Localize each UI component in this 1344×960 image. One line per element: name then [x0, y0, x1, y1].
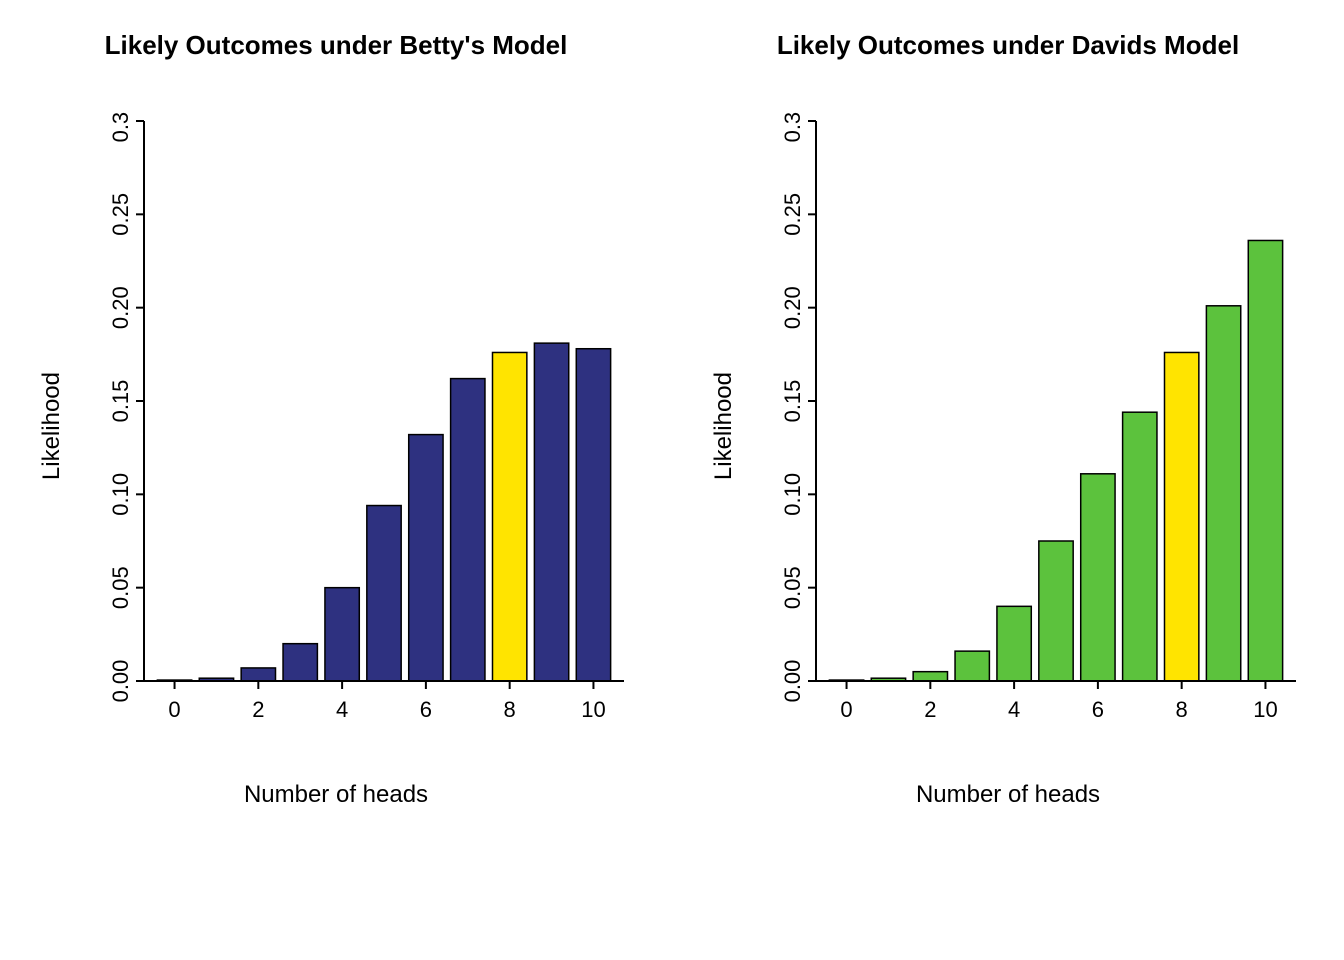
bar	[1164, 352, 1198, 681]
chart-svg: 0.00 0.05 0.10 0.15 0.20 0.25 0.30 0 2 4 6 8 10	[72, 111, 634, 741]
right-plot-wrap: Likelihood 0.000.050.100.150.200.250.300…	[710, 111, 1306, 741]
figure-container: Likely Outcomes under Betty's Model Like…	[0, 0, 1344, 960]
left-plot-wrap: Likelihood 0.000.050.100.150.200.250.300…	[38, 111, 634, 741]
ytick-label: 0.10	[108, 473, 133, 516]
bar	[1206, 306, 1240, 681]
bar	[492, 352, 526, 681]
chart-svg: 0.00 0.05 0.10 0.15 0.20 0.25 0.30 0 2 4 6 8 10	[744, 111, 1306, 741]
xtick-label: 0	[168, 697, 180, 722]
bar	[913, 672, 947, 681]
bar	[283, 644, 317, 681]
bar	[1039, 541, 1073, 681]
ytick-label: 0.30	[108, 111, 133, 142]
ytick-label: 0.15	[780, 380, 805, 423]
left-ylabel: Likelihood	[38, 372, 66, 480]
left-xlabel: Number of heads	[244, 781, 428, 809]
ytick-label: 0.25	[780, 193, 805, 236]
bar	[1123, 412, 1157, 681]
bar	[997, 606, 1031, 681]
ytick-label: 0.05	[108, 566, 133, 609]
right-panel: Likely Outcomes under Davids Model Likel…	[688, 0, 1328, 809]
bar	[367, 506, 401, 681]
right-xlabel: Number of heads	[916, 781, 1100, 809]
right-chart-title: Likely Outcomes under Davids Model	[777, 30, 1239, 61]
xtick-label: 6	[420, 697, 432, 722]
ytick-label: 0.05	[780, 566, 805, 609]
bar	[534, 343, 568, 681]
xtick-label: 10	[581, 697, 605, 722]
bar	[241, 668, 275, 681]
right-ylabel: Likelihood	[710, 372, 738, 480]
xtick-label: 10	[1253, 697, 1277, 722]
xtick-label: 4	[336, 697, 348, 722]
xtick-label: 4	[1008, 697, 1020, 722]
left-panel: Likely Outcomes under Betty's Model Like…	[16, 0, 656, 809]
left-chart-title: Likely Outcomes under Betty's Model	[105, 30, 568, 61]
bar	[576, 349, 610, 681]
ytick-label: 0.30	[780, 111, 805, 142]
ytick-label: 0.15	[108, 380, 133, 423]
bar	[409, 435, 443, 681]
xtick-label: 6	[1092, 697, 1104, 722]
bar	[955, 651, 989, 681]
ytick-label: 0.00	[108, 660, 133, 703]
right-plot-host: 0.00 0.05 0.10 0.15 0.20 0.25 0.30 0 2 4 6 8 10	[744, 111, 1306, 741]
bar	[325, 588, 359, 681]
ytick-label: 0.25	[108, 193, 133, 236]
bar	[451, 379, 485, 681]
ytick-label: 0.00	[780, 660, 805, 703]
xtick-label: 2	[252, 697, 264, 722]
xtick-label: 0	[840, 697, 852, 722]
ytick-label: 0.20	[780, 286, 805, 329]
xtick-label: 8	[504, 697, 516, 722]
left-plot-host: 0.00 0.05 0.10 0.15 0.20 0.25 0.30 0 2 4 6 8 10	[72, 111, 634, 741]
xtick-label: 8	[1176, 697, 1188, 722]
bar	[1248, 240, 1282, 681]
xtick-label: 2	[924, 697, 936, 722]
ytick-label: 0.20	[108, 286, 133, 329]
ytick-label: 0.10	[780, 473, 805, 516]
bar	[1081, 474, 1115, 681]
